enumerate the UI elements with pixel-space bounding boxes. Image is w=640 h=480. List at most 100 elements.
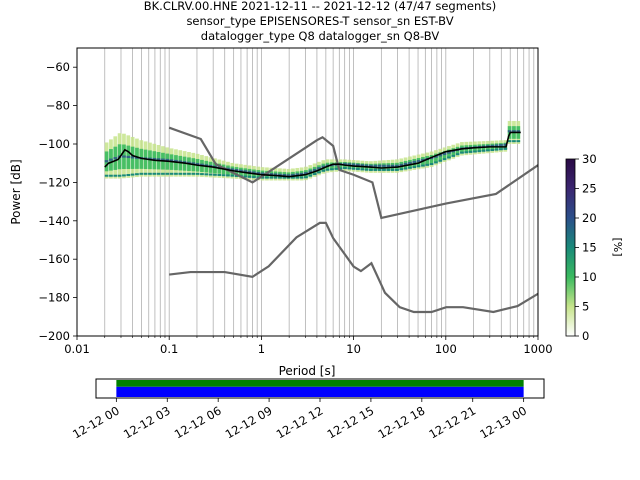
psd-bin-dense <box>156 158 161 161</box>
psd-bin-core <box>473 150 477 153</box>
x-tick-label: 1000 <box>523 342 552 356</box>
psd-bin-core <box>338 167 343 170</box>
psd-bin-dense <box>416 159 421 163</box>
psd-bin-core <box>204 173 209 176</box>
psd-bin-dense <box>399 163 404 167</box>
psd-bin-core <box>252 176 256 179</box>
psd-bin-dense <box>312 168 317 172</box>
title-line-3: datalogger_type Q8 datalogger_sn Q8-BV <box>201 29 440 43</box>
psd-bin-core <box>126 174 131 177</box>
psd-bin-dense <box>390 164 395 167</box>
title-line-2: sensor_type EPISENSORES-T sensor_sn EST-… <box>186 14 453 28</box>
psd-plot-area: 0.01 0.1 1 10 100 1000 −200 −180 −160 −140 −120 −1… <box>9 47 553 378</box>
psd-bin-core <box>169 172 174 175</box>
psd-bin-dense <box>260 172 265 175</box>
timeline-bars <box>116 380 524 397</box>
colorbar-tick-label: 30 <box>582 152 597 166</box>
x-axis-label: Period [s] <box>279 364 336 378</box>
psd-bin-dense <box>174 159 178 163</box>
y-axis-ticks: −200 −180 −160 −140 −120 −100 −80 −60 <box>38 60 77 343</box>
psd-bin-core <box>499 148 503 151</box>
psd-bin-dense <box>438 154 443 157</box>
psd-bin-core <box>182 172 187 175</box>
noise-model-nhnm <box>168 126 538 220</box>
y-tick-label: −80 <box>46 99 70 113</box>
colorbar-tick-label: 25 <box>582 182 597 196</box>
psd-bin-core <box>421 164 425 167</box>
psd-bin-dense <box>421 158 425 162</box>
psd-bin-dense <box>408 161 412 165</box>
psd-bin-dense <box>247 170 252 174</box>
y-tick-label: −140 <box>38 214 70 228</box>
psd-bin-dense <box>269 173 274 176</box>
psd-bin-core <box>299 176 304 179</box>
psd-bin-core <box>356 168 360 171</box>
psd-bin-dense <box>234 169 239 172</box>
psd-bin-core <box>312 173 317 176</box>
psd-bin-core <box>130 173 135 176</box>
psd-bin-dense <box>503 143 508 146</box>
x-axis-ticks: 0.01 0.1 1 10 100 1000 <box>64 336 553 356</box>
psd-bin-core <box>477 150 482 153</box>
psd-bin-core <box>468 150 473 153</box>
psd-bin-core <box>347 167 352 170</box>
psd-bin-core <box>386 168 391 171</box>
psd-bin-core <box>143 172 148 175</box>
psd-bin-dense <box>178 160 183 163</box>
psd-bin-core <box>230 174 235 177</box>
psd-bin-dense <box>451 150 456 153</box>
psd-bin-core <box>447 156 451 159</box>
psd-bin-core <box>295 176 300 179</box>
psd-bin-core <box>481 149 486 152</box>
psd-bin-dense <box>286 174 291 177</box>
timeline-tick-label: 12-12 18 <box>376 403 428 441</box>
psd-bin-dense <box>356 163 360 167</box>
psd-bin-core <box>369 168 373 171</box>
psd-bin-dense <box>126 155 131 159</box>
psd-bin-dense <box>230 168 235 171</box>
psd-bin-core <box>122 174 126 177</box>
psd-bin-core <box>330 168 334 171</box>
x-tick-label: 100 <box>435 342 457 356</box>
psd-bin-mid <box>429 155 434 164</box>
psd-bin-core <box>507 140 512 143</box>
psd-bin-dense <box>343 162 347 166</box>
psd-bin-core <box>291 176 295 179</box>
colorbar-tick-label: 15 <box>582 241 597 255</box>
psd-bin-dense <box>239 169 243 172</box>
psd-bin-core <box>434 161 438 164</box>
psd-bin-core <box>174 172 178 175</box>
psd-bin-core <box>282 176 287 179</box>
psd-bin-dense <box>200 163 204 166</box>
psd-bin-core <box>265 176 269 179</box>
timeline-tick-label: 12-13 00 <box>477 403 529 441</box>
psd-bin-dense <box>308 170 313 173</box>
psd-bin-core <box>438 159 443 162</box>
psd-bin-dense <box>321 165 326 168</box>
x-tick-label: 10 <box>346 342 361 356</box>
colorbar-ticks: 0 5 10 15 20 25 30 <box>575 152 597 343</box>
psd-bin-core <box>221 174 226 177</box>
psd-bin-core <box>208 173 213 176</box>
psd-bin-mid <box>425 156 430 165</box>
psd-bin-dense <box>512 130 516 133</box>
psd-bin-core <box>382 168 386 171</box>
colorbar-tick-label: 20 <box>582 211 597 225</box>
timeline-tick-label: 12-12 00 <box>70 403 122 441</box>
psd-bin-dense <box>516 130 521 133</box>
colorbar-tick-label: 0 <box>582 329 589 343</box>
psd-bin-core <box>351 167 356 170</box>
psd-bin-core <box>260 176 265 179</box>
psd-bin-dense <box>364 164 369 167</box>
psd-bin-core <box>273 176 278 179</box>
psd-bin-dense <box>152 157 157 161</box>
psd-bin-core <box>412 166 417 169</box>
psd-bin-core <box>148 172 152 175</box>
psd-bin-core <box>373 168 378 171</box>
timeline-tick-label: 12-12 09 <box>223 403 275 441</box>
timeline-ticks: 12-12 00 12-12 03 12-12 06 12-12 09 12-12 12… <box>70 398 529 441</box>
psd-bin-dense <box>386 164 391 167</box>
psd-bin-core <box>455 153 460 156</box>
psd-bin-dense <box>109 158 113 161</box>
psd-bin-core <box>460 151 464 154</box>
